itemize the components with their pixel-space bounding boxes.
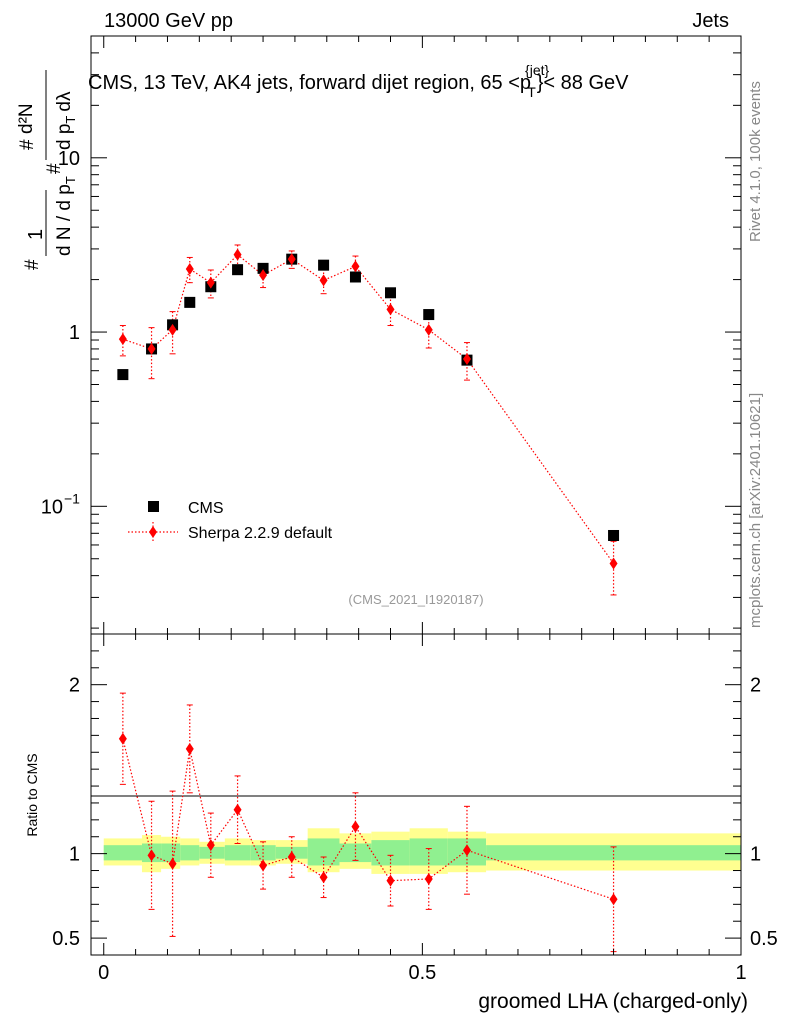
sherpa-ratio-point	[206, 839, 215, 852]
sherpa-ratio-point	[609, 893, 618, 906]
x-axis-label: groomed LHA (charged-only)	[478, 990, 748, 1013]
ratio-frame	[90, 633, 742, 956]
sherpa-ratio-line	[122, 738, 614, 900]
sherpa-ratio-point	[386, 874, 395, 887]
rivet-version-label: Rivet 4.1.0, 100k events	[747, 81, 764, 242]
sherpa-point	[319, 274, 328, 287]
ratio-band-stat	[371, 840, 410, 866]
cms-data-point	[232, 264, 244, 276]
main-y-tick-exponent: −1	[64, 490, 80, 506]
ratio-band-stat	[103, 845, 142, 861]
cms-data-point	[117, 369, 129, 381]
cms-data-point	[318, 259, 330, 271]
sherpa-ratio-point	[233, 803, 242, 816]
y-axis-label-ratio: Ratio to CMS	[24, 753, 40, 836]
x-tick-label: 1	[735, 962, 746, 984]
sherpa-point	[424, 323, 433, 336]
sherpa-point	[259, 269, 268, 282]
ratio-band-stat	[180, 845, 200, 861]
main-frame	[90, 35, 742, 635]
legend-label-sherpa: Sherpa 2.2.9 default	[188, 525, 333, 542]
cms-data-point	[257, 262, 269, 274]
sherpa-point	[287, 253, 296, 266]
main-y-tick-label: 10	[58, 148, 80, 170]
sherpa-ratio-point	[462, 844, 471, 857]
sherpa-ratio-point	[259, 859, 268, 872]
sherpa-point	[147, 342, 156, 355]
sherpa-ratio-point	[147, 849, 156, 862]
legend: CMS Sherpa 2.2.9 default	[128, 500, 333, 542]
chart-title: CMS, 13 TeV, AK4 jets, forward dijet reg…	[88, 62, 629, 100]
svg-text:#: #	[44, 163, 65, 174]
svg-text:d pTdλ: d pTdλ	[54, 91, 78, 150]
svg-text:#: #	[22, 259, 43, 270]
svg-text:#: #	[17, 139, 38, 150]
sherpa-point	[185, 263, 194, 276]
sherpa-series-line	[122, 253, 615, 564]
main-y-tick-label: 10	[41, 496, 63, 518]
cms-data-point	[349, 271, 361, 283]
mcplots-source-label: mcplots.cern.ch [arXiv:2401.10621]	[747, 392, 764, 628]
sherpa-point	[609, 557, 618, 570]
cms-data-point	[385, 287, 397, 299]
ratio-band-stat	[409, 838, 448, 866]
sherpa-ratio-point	[287, 851, 296, 864]
ratio-y-tick-label: 1	[69, 844, 80, 866]
ratio-band-stat	[224, 845, 251, 861]
sherpa-point	[351, 260, 360, 273]
ratio-band-stat	[199, 846, 225, 859]
sherpa-point	[206, 276, 215, 289]
ratio-y-tick-label: 0.5	[52, 928, 80, 950]
ratio-y-tick-label: 2	[69, 675, 80, 697]
y-axis-label-main: # 1 d N / d pT # # d²N d pTdλ	[16, 70, 78, 270]
sherpa-ratio-point	[319, 871, 328, 884]
sherpa-ratio-point	[118, 732, 127, 745]
sherpa-point	[233, 248, 242, 261]
sherpa-point	[168, 323, 177, 336]
sherpa-point	[118, 333, 127, 346]
sherpa-ratio-point	[351, 820, 360, 833]
legend-marker-cms	[148, 501, 159, 512]
main-y-tick-label: 1	[69, 322, 80, 344]
analysis-id: (CMS_2021_I1920187)	[348, 592, 483, 607]
svg-text:d²N: d²N	[16, 103, 37, 134]
cms-data-point	[423, 309, 435, 321]
ratio-y-tick-label-right: 2	[750, 675, 761, 697]
svg-text:1: 1	[25, 229, 47, 240]
x-tick-label: 0	[98, 962, 109, 984]
cms-data-point	[184, 296, 196, 308]
header-left: 13000 GeV pp	[104, 10, 233, 32]
ratio-y-tick-label-right: 1	[750, 844, 761, 866]
ratio-band-stat	[161, 843, 181, 863]
sherpa-point	[386, 303, 395, 316]
x-tick-label: 0.5	[408, 962, 436, 984]
legend-label-cms: CMS	[188, 500, 224, 517]
cms-data-point	[608, 529, 620, 541]
sherpa-ratio-point	[424, 872, 433, 885]
sherpa-ratio-point	[168, 857, 177, 870]
svg-text:d N / d pT: d N / d pT	[54, 176, 78, 256]
header-right: Jets	[692, 10, 729, 32]
ratio-y-tick-label-right: 0.5	[750, 928, 778, 950]
sherpa-ratio-point	[185, 742, 194, 755]
legend-marker-sherpa	[149, 526, 157, 538]
sherpa-point	[462, 353, 471, 366]
ratio-panel: 0 0.5 12 21 10.5 0.5 Ratio to CMS groomed LHA…	[24, 633, 778, 1013]
ratio-band-stat	[486, 845, 741, 861]
